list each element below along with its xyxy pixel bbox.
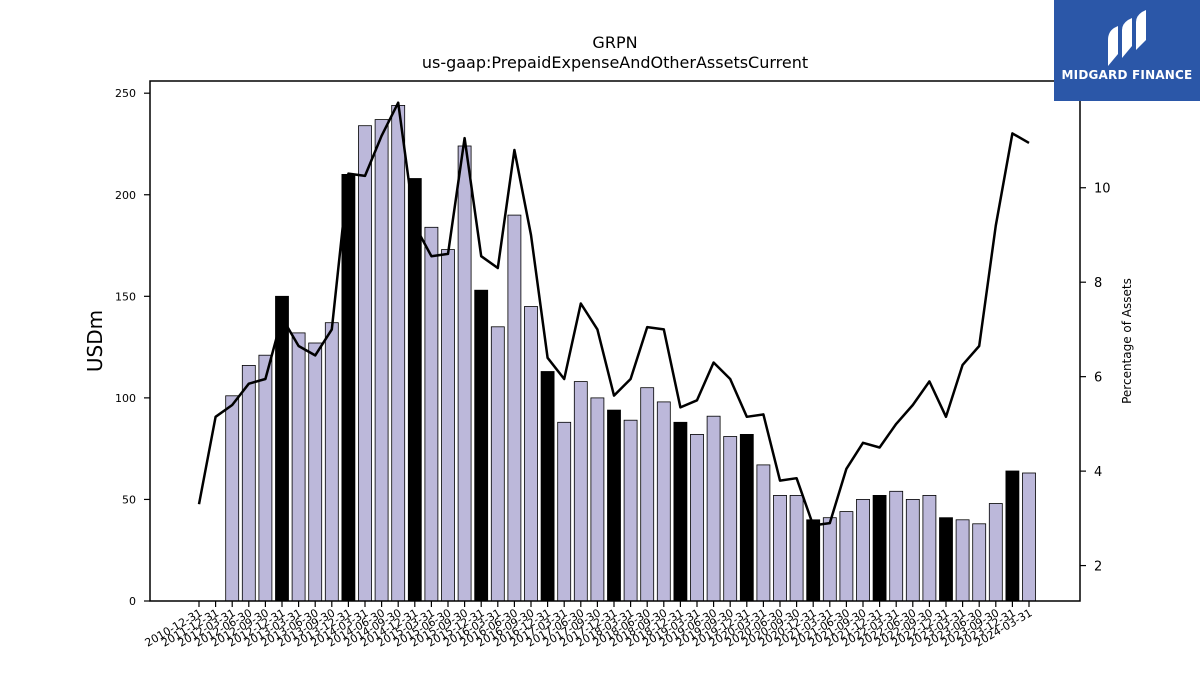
bar	[673, 421, 688, 602]
bar	[773, 494, 787, 602]
bar	[474, 289, 489, 602]
y-tick-label: 200	[115, 189, 136, 202]
bar	[739, 433, 754, 602]
bar	[856, 498, 870, 602]
bar	[275, 295, 289, 602]
bar	[607, 409, 621, 602]
bar	[524, 306, 538, 602]
y-tick-label: 250	[115, 87, 136, 100]
y2-tick-label: 4	[1094, 465, 1102, 480]
bar	[557, 421, 572, 602]
bar	[241, 364, 256, 602]
bar	[540, 371, 555, 602]
bar	[441, 249, 455, 602]
bar	[457, 145, 472, 602]
bar	[573, 381, 588, 602]
bar	[1005, 470, 1020, 602]
brand-name: MIDGARD FINANCE	[1061, 68, 1193, 82]
bar	[889, 490, 904, 602]
bar	[590, 397, 605, 602]
bar	[706, 415, 721, 602]
bar	[988, 503, 1003, 602]
bar	[756, 464, 771, 602]
bar	[822, 517, 837, 602]
bar	[324, 322, 339, 602]
bar	[723, 436, 738, 602]
bar	[507, 214, 522, 602]
y-tick-label: 150	[115, 290, 136, 303]
y2-tick-label: 6	[1094, 371, 1102, 386]
y2-tick-label: 2	[1094, 560, 1102, 575]
bar	[358, 125, 372, 602]
plot-frame	[149, 80, 1081, 602]
bar	[1022, 472, 1036, 602]
midgard-logo-icon	[1108, 10, 1146, 66]
bar	[839, 511, 854, 602]
brand-logo: MIDGARD FINANCE	[1054, 0, 1200, 101]
bar	[939, 517, 953, 602]
right-axis: 2 4 6 8 10	[1080, 182, 1111, 575]
bar	[789, 494, 804, 602]
chart-title: GRPN	[592, 33, 637, 52]
bar	[640, 387, 655, 602]
bar	[291, 332, 306, 602]
bar	[972, 523, 987, 602]
bar	[490, 326, 505, 602]
bar	[656, 401, 671, 602]
y2-axis-label: Percentage of Assets	[1120, 278, 1134, 404]
y-tick-label: 0	[129, 595, 136, 608]
bar	[391, 105, 406, 602]
bar	[690, 433, 704, 602]
bar	[922, 494, 937, 602]
y-tick-label: 50	[122, 493, 136, 506]
bar	[424, 226, 439, 602]
bar	[905, 498, 920, 602]
y-axis-label: USDm	[83, 310, 107, 372]
chart-subtitle: us-gaap:PrepaidExpenseAndOtherAssetsCurr…	[422, 53, 808, 72]
bar	[872, 494, 887, 602]
bar	[258, 354, 273, 602]
bar	[374, 119, 389, 602]
percentage-line	[197, 101, 1030, 527]
bar	[225, 395, 240, 602]
bar	[623, 419, 638, 602]
left-axis: 0 50 100 150 200 250	[115, 87, 150, 608]
x-axis: 2010-12-312011-12-312012-03-312012-06-30…	[143, 601, 1035, 650]
bar	[407, 178, 422, 602]
y2-tick-label: 8	[1094, 276, 1102, 291]
y2-tick-label: 10	[1094, 182, 1111, 197]
y-tick-label: 100	[115, 392, 136, 405]
bar	[308, 342, 323, 602]
bar	[341, 173, 356, 602]
bar	[955, 519, 970, 602]
bar	[806, 519, 821, 602]
